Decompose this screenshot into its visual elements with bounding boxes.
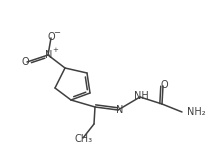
Text: O: O <box>21 57 29 67</box>
Text: O: O <box>160 80 168 90</box>
Text: N: N <box>45 50 53 60</box>
Text: +: + <box>52 47 58 53</box>
Text: O: O <box>47 32 55 42</box>
Text: NH: NH <box>134 91 148 101</box>
Text: CH₃: CH₃ <box>75 134 93 144</box>
Text: −: − <box>54 28 61 38</box>
Text: NH₂: NH₂ <box>187 107 206 117</box>
Text: N: N <box>116 105 124 115</box>
